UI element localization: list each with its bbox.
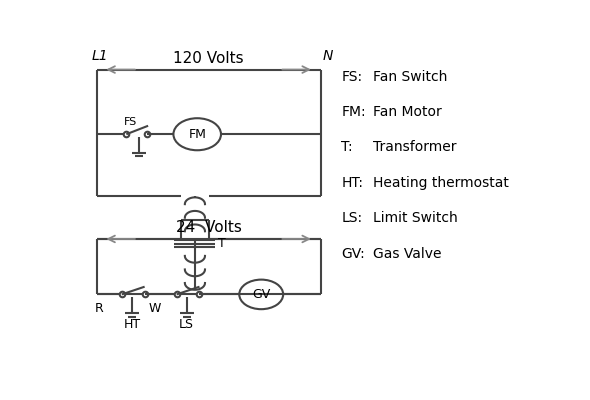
Text: FM:: FM: — [341, 105, 366, 119]
Text: 24  Volts: 24 Volts — [176, 220, 241, 235]
Text: T:: T: — [341, 140, 353, 154]
Text: HT: HT — [123, 318, 140, 330]
Text: GV: GV — [252, 288, 270, 301]
Text: W: W — [148, 302, 160, 315]
Text: LS:: LS: — [341, 211, 362, 225]
Text: HT:: HT: — [341, 176, 363, 190]
Text: FM: FM — [188, 128, 206, 141]
Text: FS: FS — [124, 116, 137, 126]
Text: Heating thermostat: Heating thermostat — [373, 176, 509, 190]
Text: LS: LS — [179, 318, 194, 330]
Text: Gas Valve: Gas Valve — [373, 247, 442, 261]
Text: N: N — [323, 49, 333, 63]
Text: T: T — [218, 237, 225, 250]
Text: Fan Motor: Fan Motor — [373, 105, 442, 119]
Text: Transformer: Transformer — [373, 140, 457, 154]
Text: 120 Volts: 120 Volts — [173, 52, 244, 66]
Text: Limit Switch: Limit Switch — [373, 211, 458, 225]
Text: FS:: FS: — [341, 70, 362, 84]
Text: Fan Switch: Fan Switch — [373, 70, 448, 84]
Text: R: R — [94, 302, 103, 315]
Text: GV:: GV: — [341, 247, 365, 261]
Text: L1: L1 — [92, 49, 109, 63]
